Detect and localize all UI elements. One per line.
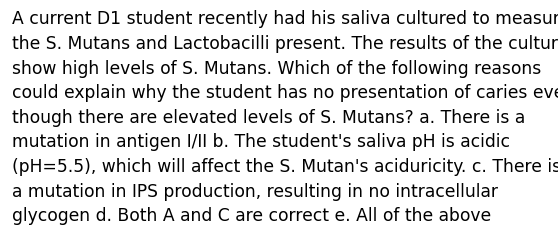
Text: show high levels of S. Mutans. Which of the following reasons: show high levels of S. Mutans. Which of …	[12, 59, 541, 77]
Text: though there are elevated levels of S. Mutans? a. There is a: though there are elevated levels of S. M…	[12, 108, 526, 126]
Text: a mutation in IPS production, resulting in no intracellular: a mutation in IPS production, resulting …	[12, 182, 498, 200]
Text: A current D1 student recently had his saliva cultured to measure: A current D1 student recently had his sa…	[12, 10, 558, 28]
Text: could explain why the student has no presentation of caries even: could explain why the student has no pre…	[12, 84, 558, 102]
Text: mutation in antigen I/II b. The student's saliva pH is acidic: mutation in antigen I/II b. The student'…	[12, 133, 510, 151]
Text: the S. Mutans and Lactobacilli present. The results of the culture: the S. Mutans and Lactobacilli present. …	[12, 35, 558, 53]
Text: glycogen d. Both A and C are correct e. All of the above: glycogen d. Both A and C are correct e. …	[12, 206, 492, 224]
Text: (pH=5.5), which will affect the S. Mutan's aciduricity. c. There is: (pH=5.5), which will affect the S. Mutan…	[12, 157, 558, 175]
